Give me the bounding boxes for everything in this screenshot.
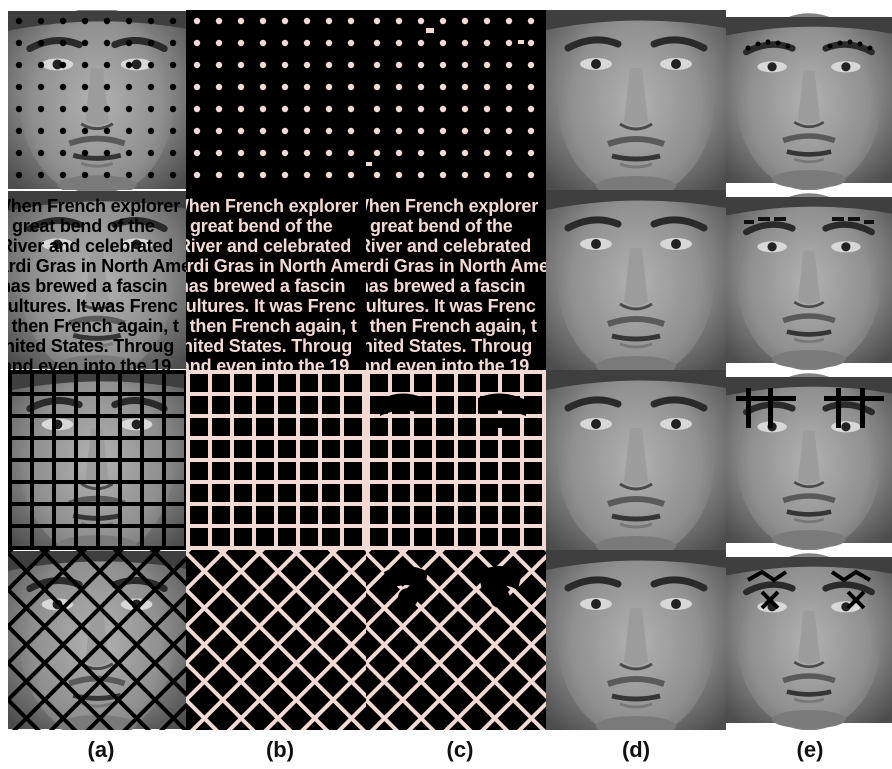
overlay-text-line: great bend of the (190, 216, 333, 236)
overlay-text-line: nited States. Throug (186, 336, 352, 356)
overlay-text-line: , then French again, t (186, 316, 357, 336)
label-d: (d) (621, 737, 651, 762)
text-overlay-a: When French explorer great bend of the R… (8, 196, 186, 370)
overlay-text-line: nited States. Throug (8, 336, 174, 356)
overlay-text-line: has brewed a fascin (366, 276, 525, 296)
tile-b-dots (186, 10, 366, 190)
label-a: (a) (87, 737, 115, 762)
overlay-text-line: cultures. It was Frenc (186, 296, 356, 316)
overlay-text-line: When French explorer (366, 196, 538, 216)
label-c: (c) (446, 737, 474, 762)
overlay-text-line: , then French again, t (366, 316, 537, 336)
text-overlay-b: When French explorer great bend of the R… (186, 196, 366, 370)
tile-d-row1 (546, 10, 726, 190)
tile-c-mesh (366, 550, 546, 730)
overlay-text-line: River and celebrated (366, 236, 531, 256)
overlay-text-line: has brewed a fascin (8, 276, 167, 296)
tile-e-row4 (726, 550, 892, 730)
overlay-text-line: Mardi Gras in North Ameri (186, 256, 366, 276)
text-overlay-c: When French explorer great bend of the R… (366, 196, 546, 370)
overlay-text-line: River and celebrated (8, 236, 173, 256)
overlay-text-line: great bend of the (370, 216, 513, 236)
overlay-text-line: cultures. It was Frenc (366, 296, 536, 316)
tile-c-grid (366, 370, 546, 550)
tile-e-row1 (726, 10, 892, 190)
overlay-text-line: has brewed a fascin (186, 276, 345, 296)
tile-c-dots (366, 10, 546, 190)
tile-c-text: When French explorer great bend of the R… (366, 190, 546, 370)
overlay-text-line: cultures. It was Frenc (8, 296, 178, 316)
overlay-text-line: , then French again, t (8, 316, 179, 336)
tile-e-row2 (726, 190, 892, 370)
label-e: (e) (796, 737, 824, 762)
tile-d-row4 (546, 550, 726, 730)
tile-d-row3 (546, 370, 726, 550)
column-labels: (a) (b) (c) (d) (e) (8, 735, 892, 769)
tile-a-text: When French explorer great bend of the R… (8, 190, 186, 370)
overlay-text-line: and even into the 19 (186, 356, 349, 370)
tile-a-dots (8, 10, 186, 190)
overlay-text-line: nited States. Throug (366, 336, 532, 356)
tile-a-mesh (8, 550, 186, 730)
tile-d-row2 (546, 190, 726, 370)
tile-b-grid (186, 370, 366, 550)
tile-a-grid (8, 370, 186, 550)
overlay-text-line: Mardi Gras in North Ameri (8, 256, 186, 276)
tile-e-row3 (726, 370, 892, 550)
overlay-text-line: When French explorer (8, 196, 180, 216)
figure-grid: When French explorer great bend of the R… (8, 10, 892, 730)
tile-b-mesh (186, 550, 366, 730)
overlay-text-line: Mardi Gras in North Ameri (366, 256, 546, 276)
overlay-text-line: and even into the 19 (366, 356, 529, 370)
tile-b-text: When French explorer great bend of the R… (186, 190, 366, 370)
overlay-text-line: and even into the 19 (8, 356, 171, 370)
overlay-text-line: great bend of the (12, 216, 155, 236)
label-b: (b) (265, 737, 295, 762)
overlay-text-line: River and celebrated (186, 236, 351, 256)
overlay-text-line: When French explorer (186, 196, 358, 216)
